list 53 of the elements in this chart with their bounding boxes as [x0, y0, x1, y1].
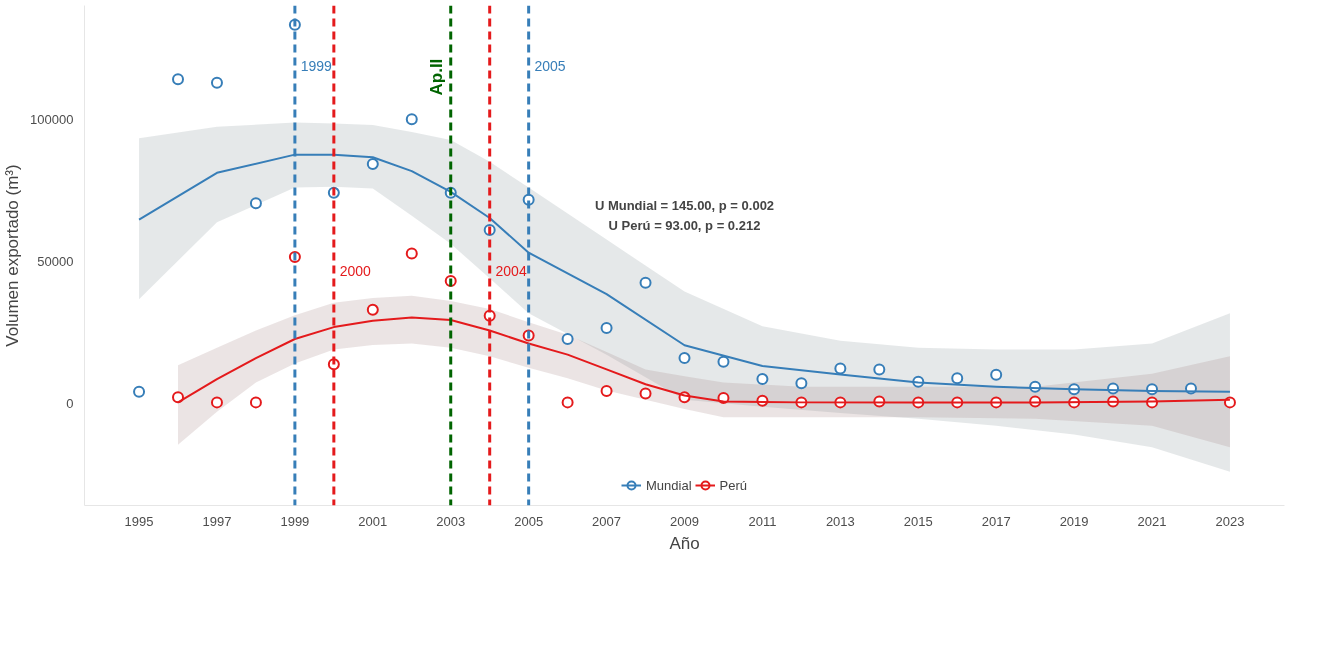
point [717, 355, 730, 368]
y-tick-label: 0 [66, 395, 74, 411]
point [405, 247, 418, 260]
point [873, 363, 886, 376]
point [561, 333, 574, 346]
ref-line-label: 2005 [534, 57, 566, 74]
point [639, 276, 652, 289]
x-tick-label: 1999 [280, 513, 310, 529]
point [366, 158, 379, 171]
ref-line-label: 1999 [300, 57, 333, 74]
point [249, 197, 262, 210]
point [756, 373, 769, 386]
point [249, 396, 262, 409]
x-tick-label: 2023 [1215, 513, 1245, 529]
x-tick-label: 2005 [514, 513, 544, 529]
point [561, 396, 574, 409]
x-tick-label: 2009 [670, 513, 699, 529]
x-axis-title: Año [669, 533, 700, 553]
point [405, 113, 418, 126]
x-tick-label: 2001 [358, 513, 388, 529]
y-tick-label: 100000 [30, 111, 74, 127]
point [600, 385, 613, 397]
y-tick-label: 50000 [37, 253, 74, 269]
x-tick-label: 2015 [903, 513, 933, 529]
point [678, 352, 691, 365]
y-axis-title: Volumen exportado (m³) [3, 164, 23, 347]
point [990, 368, 1003, 381]
point [366, 303, 379, 316]
legend-label: Mundial [646, 477, 692, 493]
point [795, 377, 808, 390]
point [210, 76, 223, 89]
x-tick-label: 1997 [202, 513, 232, 529]
ref-line-label: 2004 [495, 262, 527, 279]
ref-line-label: 2000 [339, 262, 372, 279]
point [951, 372, 964, 385]
point [210, 396, 223, 409]
x-tick-label: 1995 [124, 513, 154, 529]
x-tick-label: 2021 [1137, 513, 1167, 529]
point [600, 321, 613, 334]
point [133, 385, 146, 398]
x-tick-label: 2003 [436, 513, 466, 529]
point [172, 73, 185, 86]
point [639, 387, 652, 400]
x-tick-label: 2017 [981, 513, 1011, 529]
annotation: U Perú = 93.00, p = 0.212 [608, 218, 761, 233]
point [834, 362, 847, 375]
x-tick-label: 2019 [1059, 513, 1089, 529]
annotation: U Mundial = 145.00, p = 0.002 [594, 198, 775, 213]
x-tick-label: 2007 [592, 513, 622, 529]
legend-label: Perú [719, 477, 747, 493]
x-tick-label: 2011 [748, 513, 777, 529]
x-tick-label: 2013 [825, 513, 855, 529]
ref-line-label: Ap.II [427, 58, 447, 96]
